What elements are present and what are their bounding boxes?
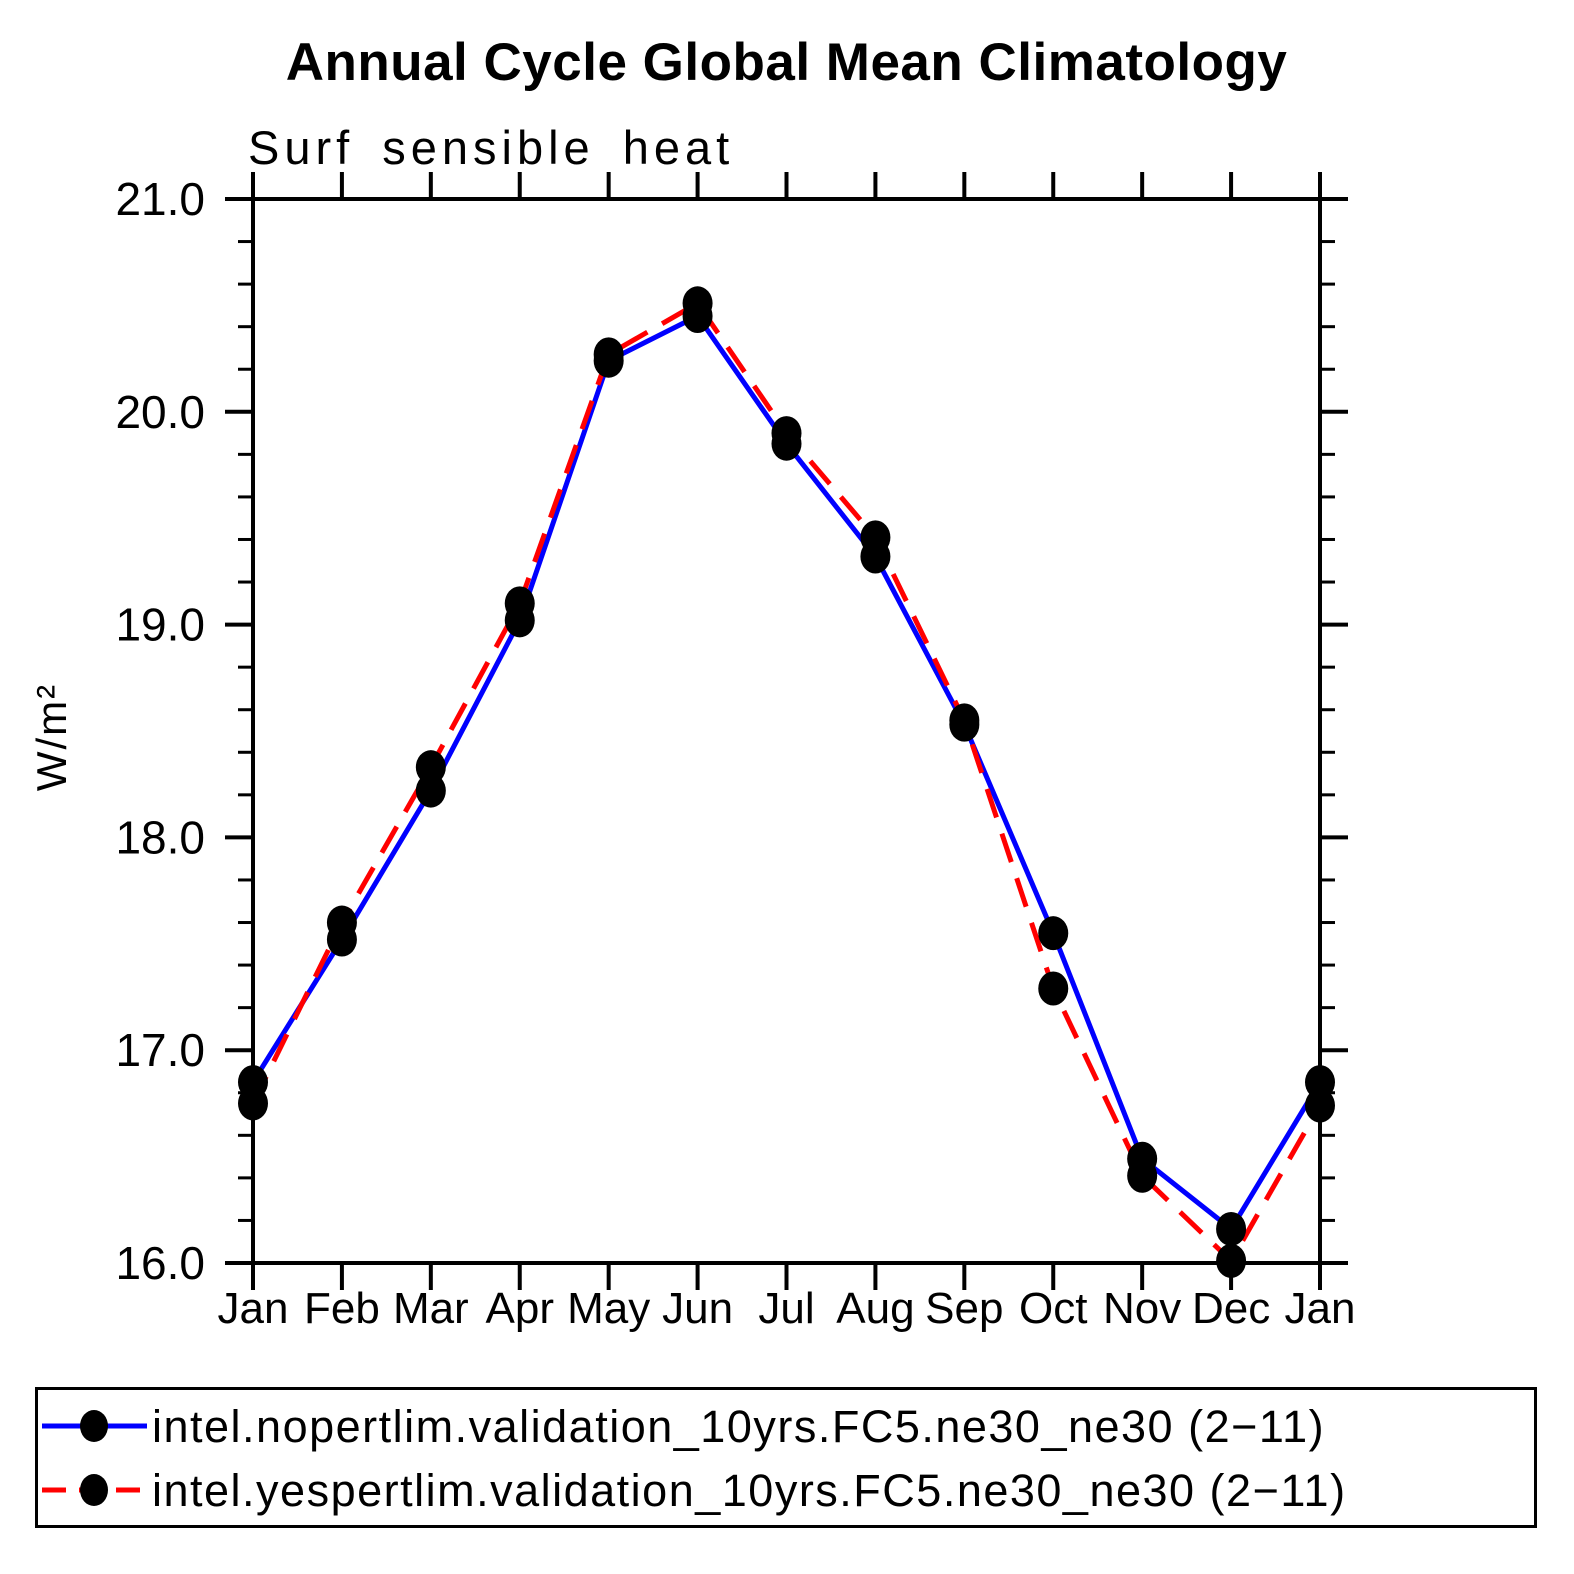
legend-box: intel.nopertlim.validation_10yrs.FC5.ne3… [35, 1387, 1537, 1528]
legend-label-nopertlim: intel.nopertlim.validation_10yrs.FC5.ne3… [152, 1400, 1326, 1452]
data-point-s1 [238, 1086, 268, 1121]
x-tick-label: Nov [1103, 1284, 1181, 1333]
x-tick-label: Jun [662, 1284, 733, 1333]
x-tick-label: Sep [925, 1284, 1003, 1333]
chart-title: Annual Cycle Global Mean Climatology [285, 33, 1288, 92]
data-point-s1 [593, 337, 624, 372]
y-tick-label: 20.0 [115, 386, 205, 438]
data-point-s1 [1127, 1158, 1158, 1193]
y-tick-label: 18.0 [115, 811, 205, 863]
data-point-s1 [949, 703, 980, 738]
y-tick-label: 16.0 [115, 1237, 205, 1289]
data-point-s1 [415, 750, 446, 785]
x-tick-label: Apr [486, 1284, 554, 1333]
y-tick-label: 17.0 [115, 1024, 205, 1076]
data-point-s1 [1038, 971, 1069, 1006]
legend-sample-solid-line [42, 1410, 147, 1442]
data-point-s1 [682, 286, 713, 321]
data-point-s0 [1305, 1065, 1335, 1100]
data-point-s1 [326, 905, 357, 940]
x-tick-label: Feb [304, 1284, 380, 1333]
x-tick-label: Mar [393, 1284, 469, 1333]
chart-subtitle: Surf sensible heat [248, 121, 735, 174]
legend-sample-dashed-line [42, 1474, 147, 1506]
data-point-s1 [1216, 1243, 1247, 1278]
y-tick-label: 19.0 [115, 599, 205, 651]
x-tick-label: Jan [218, 1284, 289, 1333]
data-point-s0 [415, 773, 446, 808]
y-tick-label: 21.0 [115, 173, 205, 225]
x-tick-label: Aug [836, 1284, 914, 1333]
x-tick-label: May [567, 1284, 650, 1333]
x-tick-label: Oct [1019, 1284, 1087, 1333]
data-point-s1 [771, 416, 802, 451]
data-point-s1 [504, 586, 535, 621]
legend-label-yespertlim: intel.yespertlim.validation_10yrs.FC5.ne… [152, 1464, 1347, 1516]
data-point-s1 [1305, 1088, 1335, 1123]
legend-item-yespertlim: intel.yespertlim.validation_10yrs.FC5.ne… [41, 1462, 1347, 1518]
x-tick-label: Jan [1285, 1284, 1356, 1333]
x-tick-label: Jul [758, 1284, 814, 1333]
data-point-s1 [860, 520, 891, 555]
data-point-s0 [1216, 1211, 1247, 1246]
legend-item-nopertlim: intel.nopertlim.validation_10yrs.FC5.ne3… [41, 1398, 1325, 1454]
x-tick-label: Dec [1192, 1284, 1270, 1333]
data-point-s0 [1038, 916, 1069, 951]
